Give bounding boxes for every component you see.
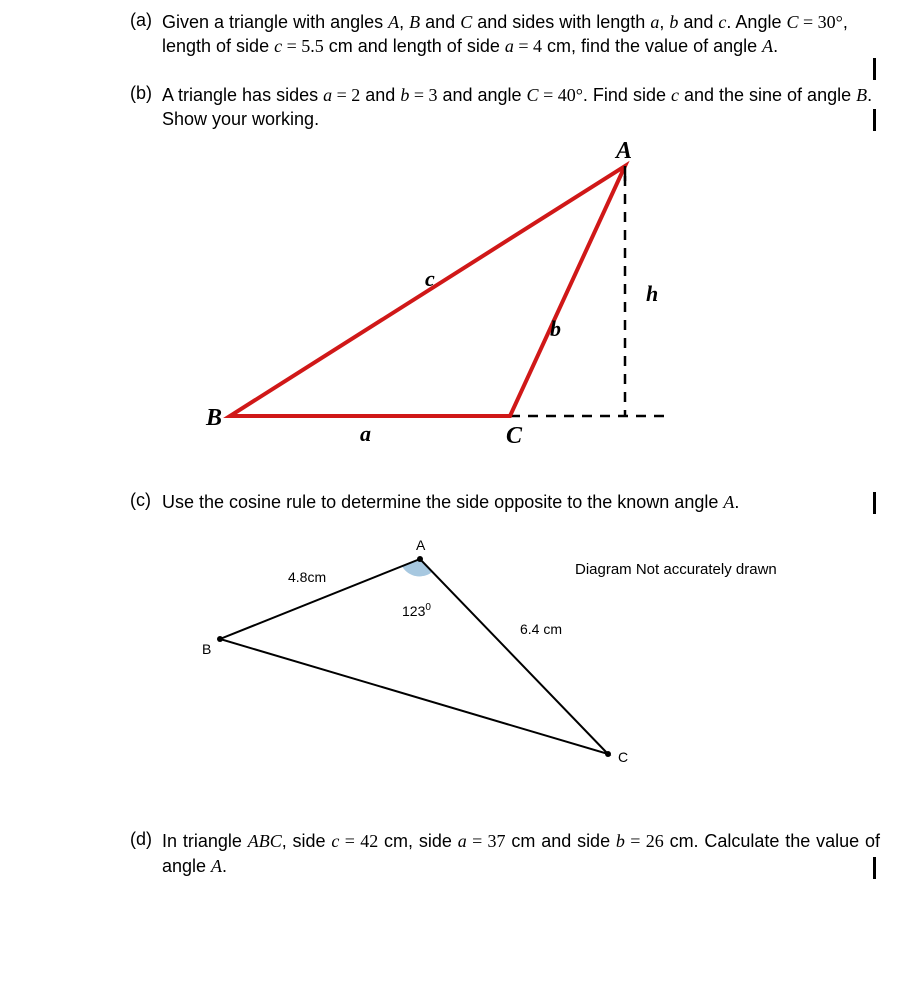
- label-B: B: [202, 641, 211, 657]
- question-a-label: (a): [130, 10, 162, 31]
- value: = 40°: [539, 85, 583, 105]
- var-a: a: [650, 12, 659, 32]
- var-a: a: [323, 85, 332, 105]
- text: and: [360, 85, 400, 105]
- var-C: C: [460, 12, 472, 32]
- diagram-triangle-1: A B C a b c h: [170, 141, 880, 466]
- text: ,: [659, 12, 669, 32]
- question-a: (a) Given a triangle with angles A, B an…: [130, 10, 880, 59]
- var-A: A: [762, 36, 773, 56]
- text: and angle: [437, 85, 526, 105]
- var-A: A: [388, 12, 399, 32]
- label-b: b: [550, 316, 561, 341]
- label-c: c: [425, 266, 435, 291]
- label-C: C: [506, 423, 523, 449]
- text: , side: [282, 831, 332, 851]
- question-b-text: A triangle has sides a = 2 and b = 3 and…: [162, 83, 880, 132]
- mark-bar: [873, 492, 876, 514]
- var-A: A: [723, 492, 734, 512]
- label-C: C: [618, 749, 628, 765]
- label-B: B: [205, 405, 222, 431]
- text: and: [678, 12, 718, 32]
- question-d-text: In triangle ABC, side c = 42 cm, side a …: [162, 829, 880, 878]
- label-side-b: 6.4 cm: [520, 621, 562, 637]
- question-b: (b) A triangle has sides a = 2 and b = 3…: [130, 83, 880, 467]
- text: and the sine of angle: [679, 85, 856, 105]
- var-a: a: [458, 831, 467, 851]
- text: and sides with length: [472, 12, 650, 32]
- text: In triangle: [162, 831, 248, 851]
- text: cm and length of side: [324, 36, 505, 56]
- page: (a) Given a triangle with angles A, B an…: [0, 0, 910, 932]
- value: = 3: [409, 85, 437, 105]
- value: = 4: [514, 36, 542, 56]
- label-A: A: [614, 141, 632, 164]
- var-B: B: [409, 12, 420, 32]
- value: = 5.5: [282, 36, 324, 56]
- value: = 30°: [798, 12, 842, 32]
- text: cm, side: [378, 831, 458, 851]
- text: .: [222, 856, 227, 876]
- value: = 26: [625, 831, 664, 851]
- value: = 2: [332, 85, 360, 105]
- text: Use the cosine rule to determine the sid…: [162, 492, 723, 512]
- mark-bar: [873, 857, 876, 879]
- var-ABC: ABC: [248, 831, 282, 851]
- text: ,: [399, 12, 409, 32]
- label-A: A: [416, 537, 426, 553]
- var-C: C: [786, 12, 798, 32]
- var-B: B: [856, 85, 867, 105]
- question-c-label: (c): [130, 490, 162, 511]
- label-angle: 1230: [402, 602, 431, 619]
- label-a: a: [360, 421, 371, 446]
- question-c: (c) Use the cosine rule to determine the…: [130, 490, 880, 789]
- question-d-label: (d): [130, 829, 162, 850]
- question-c-text: Use the cosine rule to determine the sid…: [162, 490, 880, 514]
- question-b-label: (b): [130, 83, 162, 104]
- var-A: A: [211, 856, 222, 876]
- diagram-triangle-2: A B C 4.8cm 6.4 cm 1230 Diagram Not accu…: [170, 524, 880, 789]
- text: . Find side: [583, 85, 671, 105]
- text: .: [773, 36, 778, 56]
- value: = 37: [467, 831, 506, 851]
- var-b: b: [616, 831, 625, 851]
- label-h: h: [646, 281, 658, 306]
- mark-bar: [873, 58, 876, 80]
- text: Given a triangle with angles: [162, 12, 388, 32]
- value: = 42: [339, 831, 378, 851]
- var-c: c: [274, 36, 282, 56]
- mark-bar: [873, 109, 876, 131]
- var-C: C: [527, 85, 539, 105]
- text: .: [726, 12, 731, 32]
- text: cm, find the value of angle: [542, 36, 762, 56]
- text: .: [734, 492, 739, 512]
- label-side-c: 4.8cm: [288, 569, 326, 585]
- text: cm and side: [506, 831, 616, 851]
- var-b: b: [669, 12, 678, 32]
- question-d: (d) In triangle ABC, side c = 42 cm, sid…: [130, 829, 880, 878]
- var-c: c: [671, 85, 679, 105]
- text: and: [420, 12, 460, 32]
- question-a-text: Given a triangle with angles A, B and C …: [162, 10, 880, 59]
- text: Angle: [735, 12, 786, 32]
- var-b: b: [400, 85, 409, 105]
- var-a: a: [505, 36, 514, 56]
- text: A triangle has sides: [162, 85, 323, 105]
- diagram-note: Diagram Not accurately drawn: [575, 561, 777, 578]
